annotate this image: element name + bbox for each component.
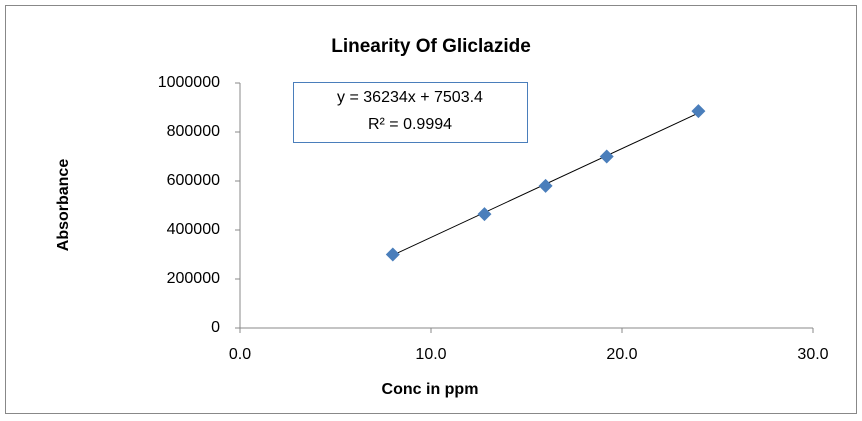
data-point [599, 149, 614, 164]
y-tick-label: 0 [211, 319, 220, 336]
equation: y = 36234x + 7503.4 [337, 89, 483, 106]
data-point [385, 247, 400, 262]
x-tick-label: 10.0 [415, 346, 446, 363]
data-point [538, 178, 553, 193]
x-tick-label: 20.0 [606, 346, 637, 363]
data-point [477, 207, 492, 222]
r-squared: R² = 0.9994 [368, 116, 452, 133]
y-tick-label: 800000 [167, 123, 220, 140]
data-point [691, 104, 706, 119]
chart-title: Linearity Of Gliclazide [331, 36, 531, 57]
chart-border [5, 5, 857, 414]
x-tick-label: 0.0 [229, 346, 251, 363]
y-tick-label: 1000000 [158, 74, 220, 91]
equation-box [293, 82, 528, 143]
y-axis-label: Absorbance [55, 159, 72, 252]
y-tick-label: 200000 [167, 270, 220, 287]
x-axis-label: Conc in ppm [382, 381, 479, 398]
y-tick-label: 400000 [167, 221, 220, 238]
x-tick-label: 30.0 [797, 346, 828, 363]
y-tick-label: 600000 [167, 172, 220, 189]
